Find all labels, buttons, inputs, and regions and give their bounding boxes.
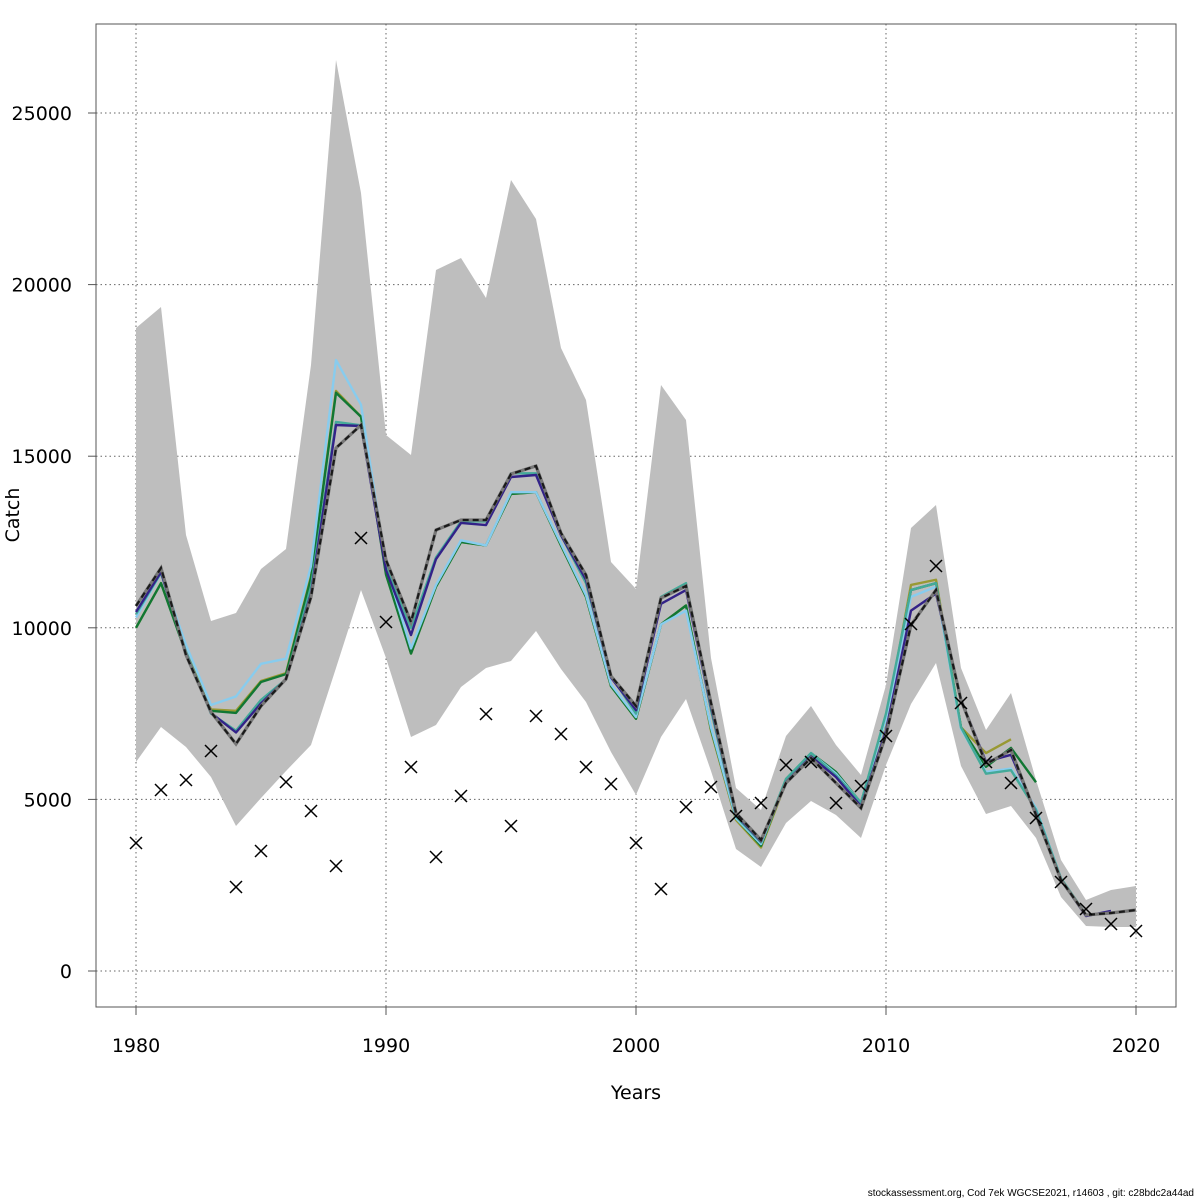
observed-point <box>529 709 543 723</box>
observed-point <box>829 796 843 810</box>
y-tick-label: 0 <box>60 961 72 983</box>
observed-point <box>329 859 343 873</box>
observed-point <box>479 707 493 721</box>
observed-point <box>404 760 418 774</box>
observed-point <box>229 880 243 894</box>
observed-point <box>179 773 193 787</box>
observed-point <box>129 836 143 850</box>
observed-point <box>1104 917 1118 931</box>
observed-point <box>654 882 668 896</box>
observed-point <box>879 729 893 743</box>
observed-point <box>1029 811 1043 825</box>
series-lines <box>134 358 1137 918</box>
footer-note: stockassessment.org, Cod 7ek WGCSE2021, … <box>867 1188 1194 1199</box>
observed-point <box>254 844 268 858</box>
observed-point <box>204 744 218 758</box>
x-axis: 1980 1990 2000 2010 2020 <box>112 1007 1160 1057</box>
observed-point <box>354 531 368 545</box>
observed-point <box>804 755 818 769</box>
observed-points <box>129 531 1143 938</box>
observed-point <box>504 819 518 833</box>
observed-point <box>979 755 993 769</box>
confidence-band <box>136 60 1136 928</box>
observed-point <box>904 617 918 631</box>
observed-point <box>1129 924 1143 938</box>
observed-point <box>679 800 693 814</box>
series-line-2020 <box>135 422 1137 917</box>
y-tick-label: 20000 <box>12 275 72 297</box>
y-axis-label: Catch <box>2 488 24 543</box>
x-tick-label: 2000 <box>612 1035 660 1057</box>
observed-point <box>704 780 718 794</box>
y-axis: 0 5000 10000 15000 20000 25000 <box>12 103 96 983</box>
observed-point <box>954 696 968 710</box>
observed-point <box>154 783 168 797</box>
y-tick-label: 25000 <box>12 103 72 125</box>
observed-point <box>604 777 618 791</box>
observed-point <box>854 779 868 793</box>
y-tick-label: 10000 <box>12 618 72 640</box>
confidence-band-area <box>136 60 1136 928</box>
observed-point <box>1004 776 1018 790</box>
x-tick-label: 2010 <box>862 1035 910 1057</box>
observed-point <box>279 775 293 789</box>
observed-point <box>429 850 443 864</box>
observed-point <box>554 727 568 741</box>
y-tick-label: 5000 <box>24 789 72 811</box>
grid <box>96 24 1176 1007</box>
observed-point <box>1054 875 1068 889</box>
observed-point <box>629 836 643 850</box>
observed-point <box>1079 902 1093 916</box>
observed-point <box>379 615 393 629</box>
x-tick-label: 1990 <box>362 1035 410 1057</box>
observed-point <box>729 809 743 823</box>
observed-point <box>454 789 468 803</box>
observed-point <box>779 758 793 772</box>
x-tick-label: 2020 <box>1112 1035 1160 1057</box>
x-tick-label: 1980 <box>112 1035 160 1057</box>
observed-point <box>579 760 593 774</box>
x-axis-label: Years <box>610 1082 661 1104</box>
observed-point <box>929 559 943 573</box>
observed-point <box>304 804 318 818</box>
series-line-2017 <box>134 358 1063 879</box>
y-tick-label: 15000 <box>12 446 72 468</box>
observed-point <box>754 796 768 810</box>
